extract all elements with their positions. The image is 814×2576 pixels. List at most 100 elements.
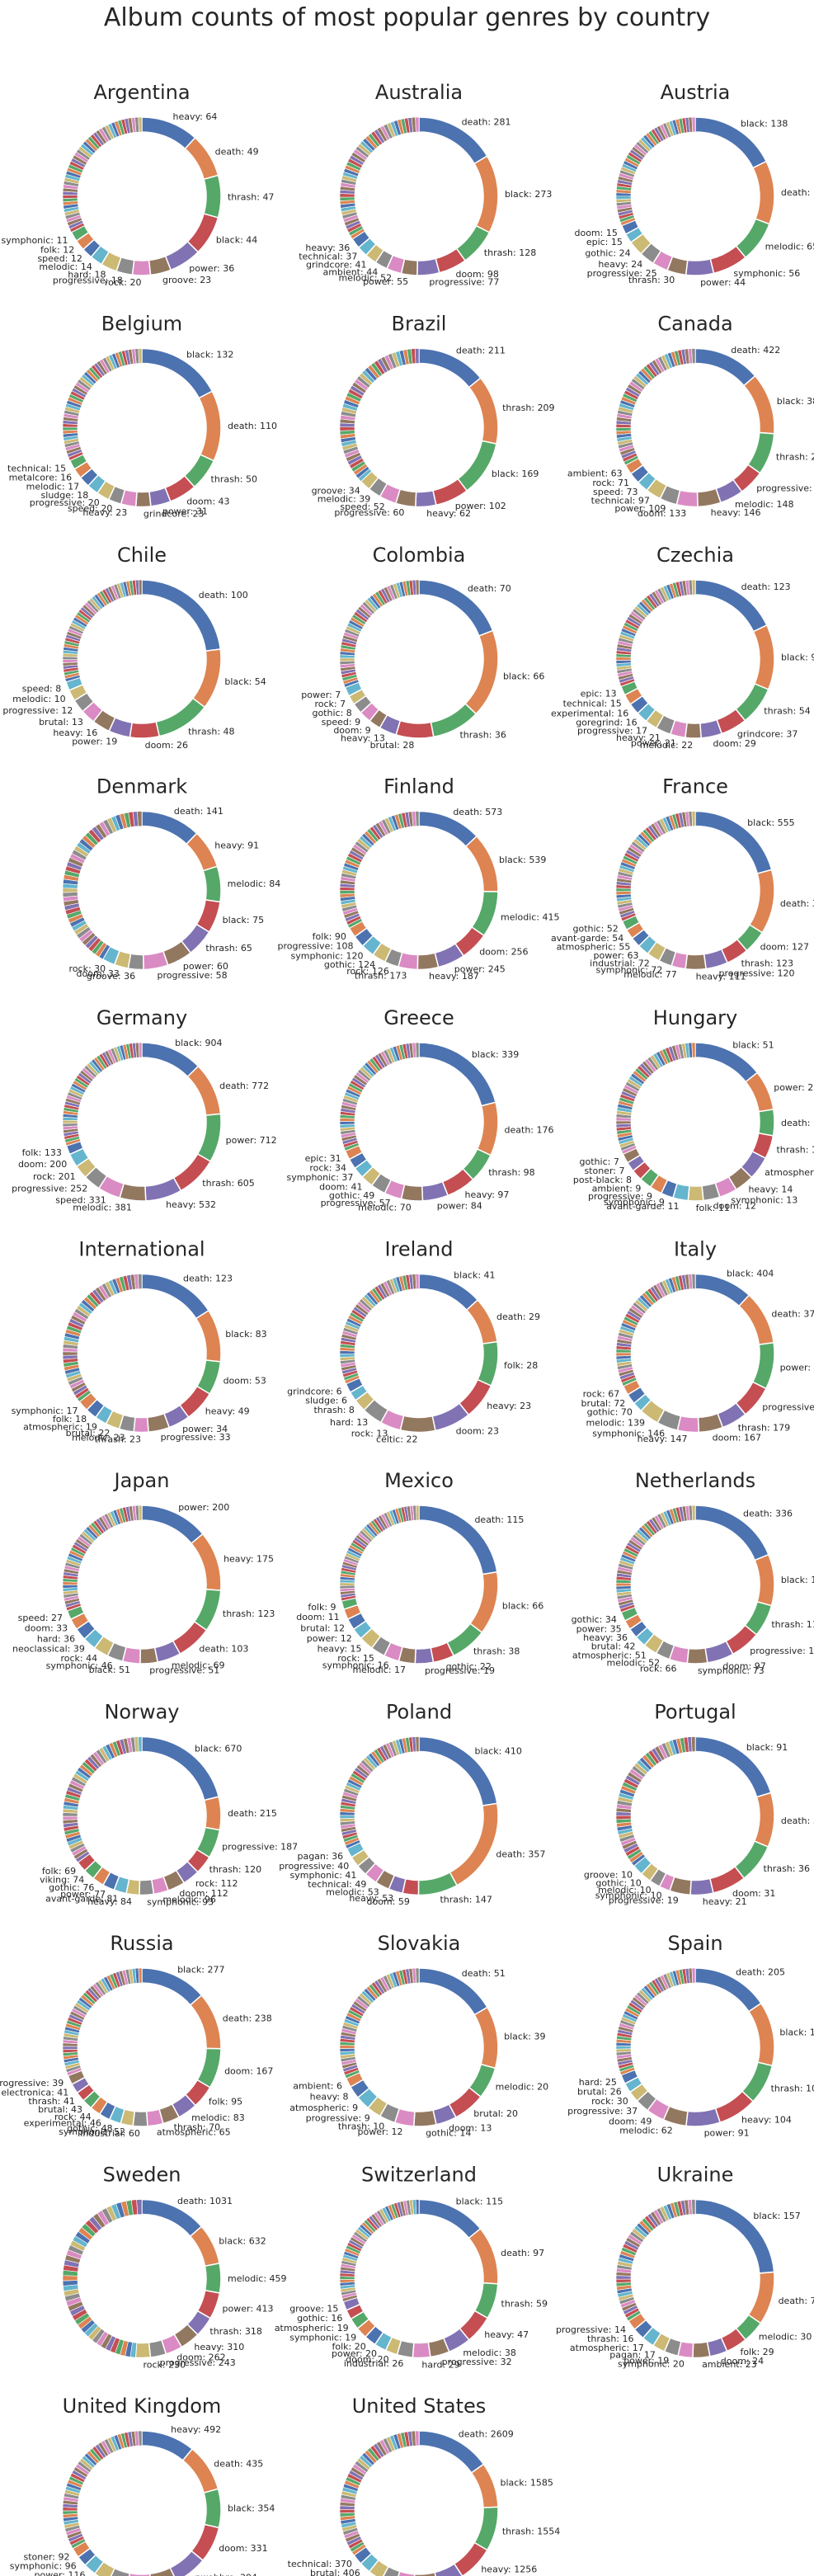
- donut-slice: [202, 865, 222, 903]
- slice-label: symphonic: 20: [618, 2359, 685, 2370]
- slice-label: progressive: 120: [719, 968, 795, 979]
- donut-slice: [133, 1416, 149, 1434]
- donut-slice-minor: [615, 1120, 632, 1125]
- slice-label: melodic: 77: [623, 969, 677, 980]
- donut-slice: [142, 950, 169, 971]
- slice-label: progressive: 33: [161, 1432, 231, 1443]
- donut-slice-minor: [691, 348, 696, 364]
- slice-label: black: 44: [216, 234, 257, 245]
- donut-slice: [757, 1109, 775, 1137]
- slice-label: black: 277: [177, 1964, 224, 1975]
- slice-label: thrash: 263: [776, 452, 814, 463]
- slice-label: power: 7: [301, 690, 341, 700]
- slice-label: folk: 11: [696, 1203, 730, 1213]
- slice-label: gothic: 24: [585, 247, 630, 258]
- donut-chart: Austria black: 138 death: 101 melodic: 65 sy…: [574, 81, 814, 288]
- slice-label: heavy: 104: [741, 2115, 792, 2126]
- slice-label: atmospheric: 19: [23, 1421, 97, 1432]
- slice-label: folk: 9: [308, 1602, 336, 1613]
- slice-label: black: 54: [224, 676, 266, 687]
- slice-label: goregrind: 16: [576, 718, 637, 728]
- donut-slice: [449, 1802, 499, 1886]
- slice-label: melodic: 39: [318, 493, 371, 504]
- slice-label: rock: 7: [314, 699, 346, 709]
- slice-label: progressive: 187: [222, 1842, 298, 1853]
- slice-label: symphonic: 19: [289, 2333, 356, 2343]
- donut-slice-minor: [138, 348, 143, 364]
- donut-chart: Slovakia death: 51 black: 39 melodic: 20 bru…: [289, 1932, 548, 2139]
- slice-label: progressive: 57: [321, 1198, 391, 1208]
- slice-label: heavy: 492: [171, 2424, 221, 2435]
- donut-slice: [689, 1877, 714, 1896]
- slice-label: rock: 34: [309, 1162, 346, 1173]
- slice-label: speed: 8: [22, 683, 61, 694]
- slice-label: melodic: 70: [358, 1203, 412, 1213]
- slice-label: symphonic: 96: [10, 2560, 77, 2571]
- slice-label: thrash: 30: [628, 275, 675, 285]
- slice-label: progressive: 227: [762, 1401, 814, 1412]
- slice-label: doom: 29: [713, 738, 755, 749]
- slice-label: hard: 18: [68, 269, 106, 280]
- donut-slice: [421, 1180, 449, 1202]
- slice-label: thrash: 41: [28, 2096, 74, 2107]
- slice-label: death: 211: [456, 346, 506, 356]
- slice-label: thrash: 108: [771, 2083, 814, 2093]
- slice-label: black: 339: [472, 1049, 519, 1060]
- slice-label: heavy: 47: [484, 2329, 529, 2340]
- slice-label: folk: 20: [332, 2341, 365, 2352]
- slice-label: doom: 12: [713, 1201, 756, 1212]
- slice-label: progressive: 110: [750, 1646, 814, 1656]
- slice-label: doom: 167: [224, 2065, 273, 2076]
- slice-label: doom: 53: [223, 1376, 266, 1387]
- slice-label: black: 66: [502, 1600, 543, 1611]
- slice-label: black: 51: [89, 1665, 130, 1675]
- donut-slice: [470, 2463, 499, 2508]
- slice-label: thrash: 118: [771, 1619, 814, 1630]
- slice-label: thrash: 59: [501, 2299, 548, 2310]
- slice-label: black: 51: [732, 1039, 774, 1050]
- slice-label: power: 20: [332, 2348, 377, 2359]
- slice-label: power: 102: [455, 501, 506, 511]
- slice-label: brutal: 12: [300, 1622, 345, 1633]
- slice-label: death: 2609: [459, 2429, 514, 2440]
- slice-label: stoner: 7: [584, 1166, 624, 1176]
- slice-label: death: 573: [453, 807, 502, 817]
- slice-label: stoner: 92: [23, 2551, 69, 2562]
- donut-slice: [473, 2006, 499, 2070]
- slice-label: brutal: 72: [581, 1398, 625, 1409]
- donut-slice-minor: [691, 116, 696, 133]
- donut-slice-minor: [415, 2199, 420, 2215]
- chart-title: Australia: [375, 81, 463, 104]
- slice-label: speed: 20: [68, 503, 112, 514]
- donut-slice-minor: [415, 1736, 420, 1752]
- donut-slice: [751, 160, 775, 225]
- slice-label: symphonic: 146: [592, 1429, 665, 1439]
- slice-label: black: 388: [777, 396, 814, 407]
- slice-label: progressive: 39: [0, 2078, 64, 2089]
- donut-slice-minor: [615, 2045, 632, 2050]
- donut-slice: [134, 491, 152, 508]
- slice-label: progressive: 25: [587, 268, 657, 279]
- slice-label: doom: 59: [366, 1896, 409, 1907]
- donut-slice-minor: [339, 2279, 355, 2283]
- donut-slice: [131, 259, 152, 276]
- slice-label: gothic: 22: [446, 1661, 492, 1672]
- donut-chart: Brazil death: 211 thrash: 209 black: 169 pow…: [312, 313, 555, 520]
- donut-slice-minor: [62, 1351, 78, 1356]
- slice-label: groove: 15: [289, 2303, 338, 2314]
- donut-slice: [144, 1176, 182, 1202]
- donut-slice: [476, 1101, 499, 1156]
- donut-slice-minor: [691, 579, 696, 596]
- chart-title: Ukraine: [657, 2164, 734, 2187]
- slice-label: power: 60: [183, 961, 228, 972]
- slice-label: power: 19: [623, 2356, 669, 2366]
- donut-slice: [189, 1994, 222, 2050]
- donut-chart: United States death: 2609 black: 1585 thras…: [288, 2395, 560, 2576]
- donut-slice-minor: [691, 811, 696, 826]
- donut-chart: Canada death: 422 black: 388 thrash: 263 pro…: [567, 313, 814, 519]
- slice-label: folk: 95: [209, 2096, 242, 2107]
- slice-label: thrash: 36: [764, 1863, 810, 1874]
- slice-label: symphonic: 16: [322, 1660, 389, 1670]
- slice-label: power: 19: [72, 737, 117, 747]
